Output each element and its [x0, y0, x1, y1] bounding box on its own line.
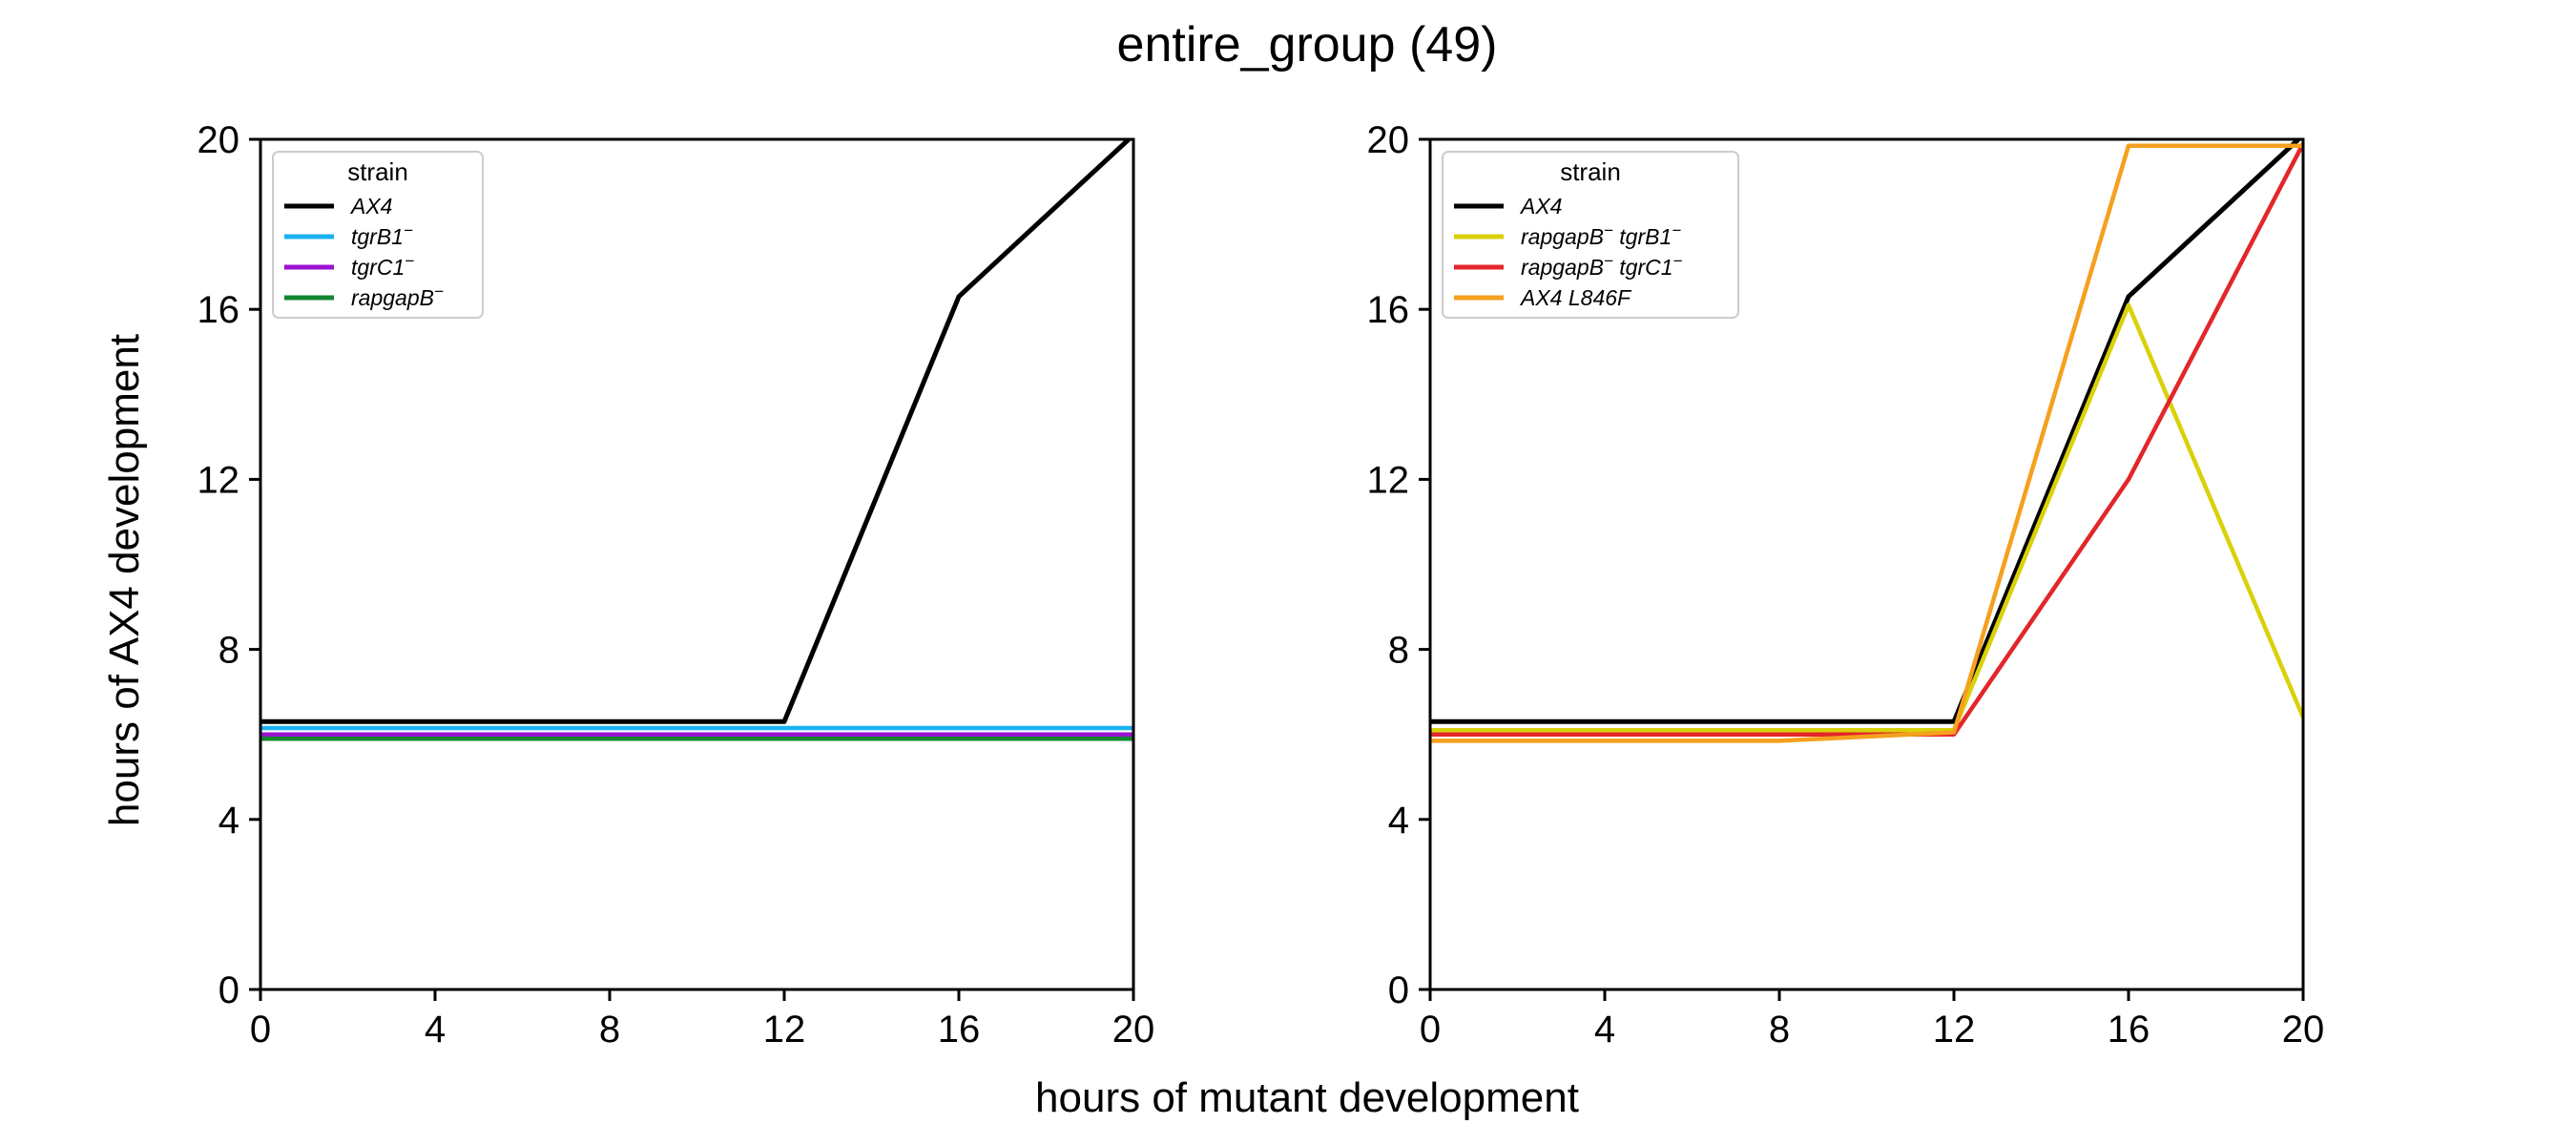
x-tick-label: 20 — [2282, 1009, 2325, 1051]
y-tick-label: 0 — [1388, 969, 1409, 1011]
y-tick-label: 8 — [218, 630, 239, 672]
series-group — [1430, 139, 2303, 743]
legend-title: strain — [347, 157, 408, 186]
figure-title: entire_group (49) — [1117, 17, 1498, 73]
x-tick-label: 4 — [425, 1009, 446, 1051]
series-line-ax4 — [1430, 139, 2302, 724]
x-tick-label: 20 — [1112, 1009, 1155, 1051]
legend-entry-label: rapgapB− — [351, 282, 444, 311]
series-group — [260, 139, 1133, 741]
legend-entry-label: rapgapB− tgrC1− — [1521, 252, 1683, 281]
y-tick-label: 12 — [1367, 459, 1410, 501]
legend-frame — [1442, 151, 1739, 319]
x-tick-label: 16 — [2108, 1009, 2150, 1051]
legend-entry-label: rapgapB− tgrB1− — [1521, 221, 1681, 250]
series-line-ax4 — [260, 139, 1132, 724]
y-tick-label: 20 — [1367, 119, 1410, 161]
x-tick-label: 8 — [1769, 1009, 1790, 1051]
y-axis-label: hours of AX4 development — [101, 334, 148, 826]
plot-frame — [1428, 137, 2305, 991]
x-axis-label: hours of mutant development — [1035, 1074, 1579, 1121]
x-tick-label: 16 — [938, 1009, 981, 1051]
x-tick-label: 12 — [763, 1009, 806, 1051]
legend-entry-label: tgrC1− — [351, 252, 414, 281]
y-tick-label: 20 — [197, 119, 240, 161]
x-tick-label: 0 — [250, 1009, 271, 1051]
y-tick-label: 4 — [1388, 800, 1409, 842]
y-tick-label: 16 — [1367, 289, 1410, 331]
x-tick-label: 4 — [1594, 1009, 1615, 1051]
series-line-rapgapb-tgrb1 — [1430, 302, 2303, 733]
x-tick-label: 12 — [1933, 1009, 1976, 1051]
y-tick-label: 16 — [197, 289, 240, 331]
plot-frame — [259, 137, 1135, 991]
x-tick-label: 8 — [599, 1009, 620, 1051]
legend-entry-label: AX4 — [1519, 194, 1562, 219]
legend-frame — [272, 151, 484, 319]
legend-entry-label: AX4 L846F — [1519, 285, 1632, 310]
legend-entry-label: tgrB1− — [351, 221, 413, 250]
y-tick-label: 12 — [197, 459, 240, 501]
y-tick-label: 8 — [1388, 630, 1409, 672]
series-line-ax4-l846f — [1430, 143, 2303, 743]
left-chart: 0 4 8 12 16 20 0 4 8 12 16 20 strain AX4tgrB1−tgrC1−r… — [197, 119, 1155, 1051]
y-tick-label: 0 — [218, 969, 239, 1011]
legend-title: strain — [1560, 157, 1621, 186]
y-tick-label: 4 — [218, 800, 239, 842]
legend-entry-label: AX4 — [349, 194, 392, 219]
x-tick-label: 0 — [1420, 1009, 1441, 1051]
